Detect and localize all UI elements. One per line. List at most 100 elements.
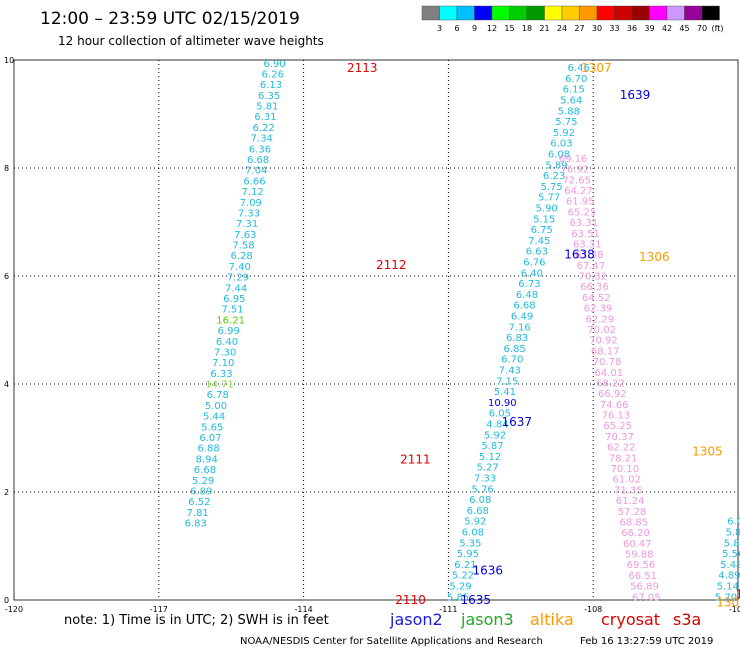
scale-swatch — [684, 5, 703, 21]
scale-swatch — [509, 5, 528, 21]
wave-height-value: 6.75 — [531, 225, 553, 236]
wave-height-value: 7.12 — [241, 187, 263, 198]
wave-height-value: 6.68 — [513, 301, 535, 312]
wave-height-value: 74.66 — [600, 400, 629, 411]
wave-height-value: 4.89 — [718, 571, 740, 582]
wave-height-value: 62.22 — [607, 443, 636, 454]
scale-label: 33 — [609, 24, 619, 33]
scale-label: 18 — [522, 24, 532, 33]
wave-height-value: 57.28 — [618, 507, 647, 518]
scale-label: 27 — [574, 24, 584, 33]
wave-height-value: 68.22 — [596, 378, 625, 389]
scale-swatch — [614, 5, 633, 21]
wave-height-value: 60.47 — [623, 539, 652, 550]
wave-height-value: 7.09 — [240, 198, 262, 209]
wave-height-value: 68.17 — [591, 346, 620, 357]
wave-height-value: 6.68 — [247, 155, 269, 166]
wave-height-value: 78.21 — [609, 453, 638, 464]
wave-height-value: 6.35 — [258, 91, 280, 102]
wave-height-value: 70.78 — [593, 357, 622, 368]
wave-height-value: 6.99 — [218, 326, 240, 337]
wave-height-value: 59.88 — [625, 550, 654, 561]
wave-height-value: 5.00 — [205, 401, 227, 412]
satellite-legend-altika: altika — [530, 610, 574, 629]
wave-height-value: 70.92 — [589, 336, 618, 347]
wave-height-value: 6.85 — [504, 344, 526, 355]
wave-height-value: 7.15 — [496, 376, 518, 387]
wave-height-value: 68.85 — [619, 517, 648, 528]
wave-height-value: 6.95 — [223, 294, 245, 305]
wave-height-value: 6.68 — [467, 506, 489, 517]
wave-height-value: 62.39 — [584, 304, 613, 315]
grid — [14, 60, 738, 600]
wave-height-value: 5.85 — [447, 592, 469, 603]
scale-label: 39 — [644, 24, 654, 33]
scale-label: 6 — [454, 24, 459, 33]
chart-subtitle: 12 hour collection of altimeter wave hei… — [58, 34, 324, 48]
wave-height-value: 8.94 — [196, 454, 218, 465]
wave-height-value: 6.15 — [563, 85, 585, 96]
wave-height-value: 6.49 — [511, 312, 533, 323]
wave-height-value: 61.02 — [612, 475, 641, 486]
pass-number-label: 1639 — [620, 88, 651, 102]
wave-height-value: 69.56 — [627, 560, 656, 571]
wave-height-value: 6.03 — [550, 139, 572, 150]
wave-height-value: 65.25 — [568, 207, 597, 218]
wave-height-value: 5.75 — [540, 182, 562, 193]
scale-swatch — [579, 5, 598, 21]
scale-swatch — [491, 5, 510, 21]
wave-height-value: 70.10 — [611, 464, 640, 475]
scale-swatch — [421, 5, 440, 21]
pass-number-label: 1306 — [639, 250, 670, 264]
wave-height-value: 5.77 — [538, 193, 560, 204]
wave-height-value: 5.41 — [494, 387, 516, 398]
wave-height-value: 66.92 — [598, 389, 627, 400]
plot-frame — [13, 59, 739, 601]
track-values: 6.906.266.136.355.816.316.227.346.366.68… — [185, 59, 740, 604]
wave-height-value: 5.29 — [449, 582, 471, 593]
wave-height-value: 5.29 — [192, 476, 214, 487]
wave-height-value: 6.26 — [262, 69, 284, 80]
wave-height-value: 7.10 — [212, 358, 234, 369]
wave-height-value: 7.31 — [236, 219, 258, 230]
wave-height-value: 6.48 — [516, 290, 538, 301]
wave-height-value: 7.04 — [245, 166, 267, 177]
wave-height-value: 7.16 — [508, 322, 530, 333]
scale-swatch — [561, 5, 580, 21]
wave-height-value: 76.13 — [602, 411, 631, 422]
wave-height-value: 6.08 — [469, 495, 491, 506]
wave-height-value: 5.64 — [560, 96, 582, 107]
wave-height-value: 63.31 — [573, 239, 602, 250]
wave-height-value: 65.25 — [603, 421, 632, 432]
wave-height-value: 6.70 — [501, 355, 523, 366]
wave-height-value: 69.16 — [559, 154, 588, 165]
satellite-legend-jason2: jason2 — [389, 610, 443, 629]
wave-height-value: 5.87 — [481, 441, 503, 452]
wave-height-value: 5.75 — [555, 117, 577, 128]
wave-height-value: 16.21 — [216, 315, 245, 326]
wave-height-value: 6.73 — [518, 279, 540, 290]
scale-label: 21 — [539, 24, 549, 33]
wave-height-value: 67.47 — [577, 261, 606, 272]
x-tick-label: -111 — [439, 605, 457, 614]
wave-height-value: 7.33 — [238, 208, 260, 219]
satellite-legend: jason2 jason3 altika cryosat s3a — [389, 610, 701, 629]
x-tick-label: -114 — [295, 605, 313, 614]
credit-left: NOAA/NESDIS Center for Satellite Applica… — [240, 636, 543, 647]
scale-label: 45 — [679, 24, 689, 33]
wave-height-value: 10.90 — [488, 398, 517, 409]
satellite-legend-cryosat: cryosat — [601, 610, 660, 629]
wave-height-value: 6.63 — [526, 247, 548, 258]
wave-height-value: 6.88 — [197, 444, 219, 455]
wave-height-value: 5.90 — [536, 204, 558, 215]
pass-number-label: 1304 — [716, 596, 740, 610]
wave-height-value: 70.32 — [578, 272, 607, 283]
wave-height-value: 70.02 — [587, 325, 616, 336]
wave-height-value: 6.05 — [727, 517, 740, 528]
wave-height-value: 6.28 — [230, 251, 252, 262]
pass-number-label: 2111 — [400, 453, 431, 467]
y-tick-label: 8 — [4, 164, 9, 173]
wave-height-value: 6.40 — [521, 268, 543, 279]
wave-height-value: 6.78 — [207, 390, 229, 401]
satellite-legend-s3a: s3a — [673, 610, 701, 629]
